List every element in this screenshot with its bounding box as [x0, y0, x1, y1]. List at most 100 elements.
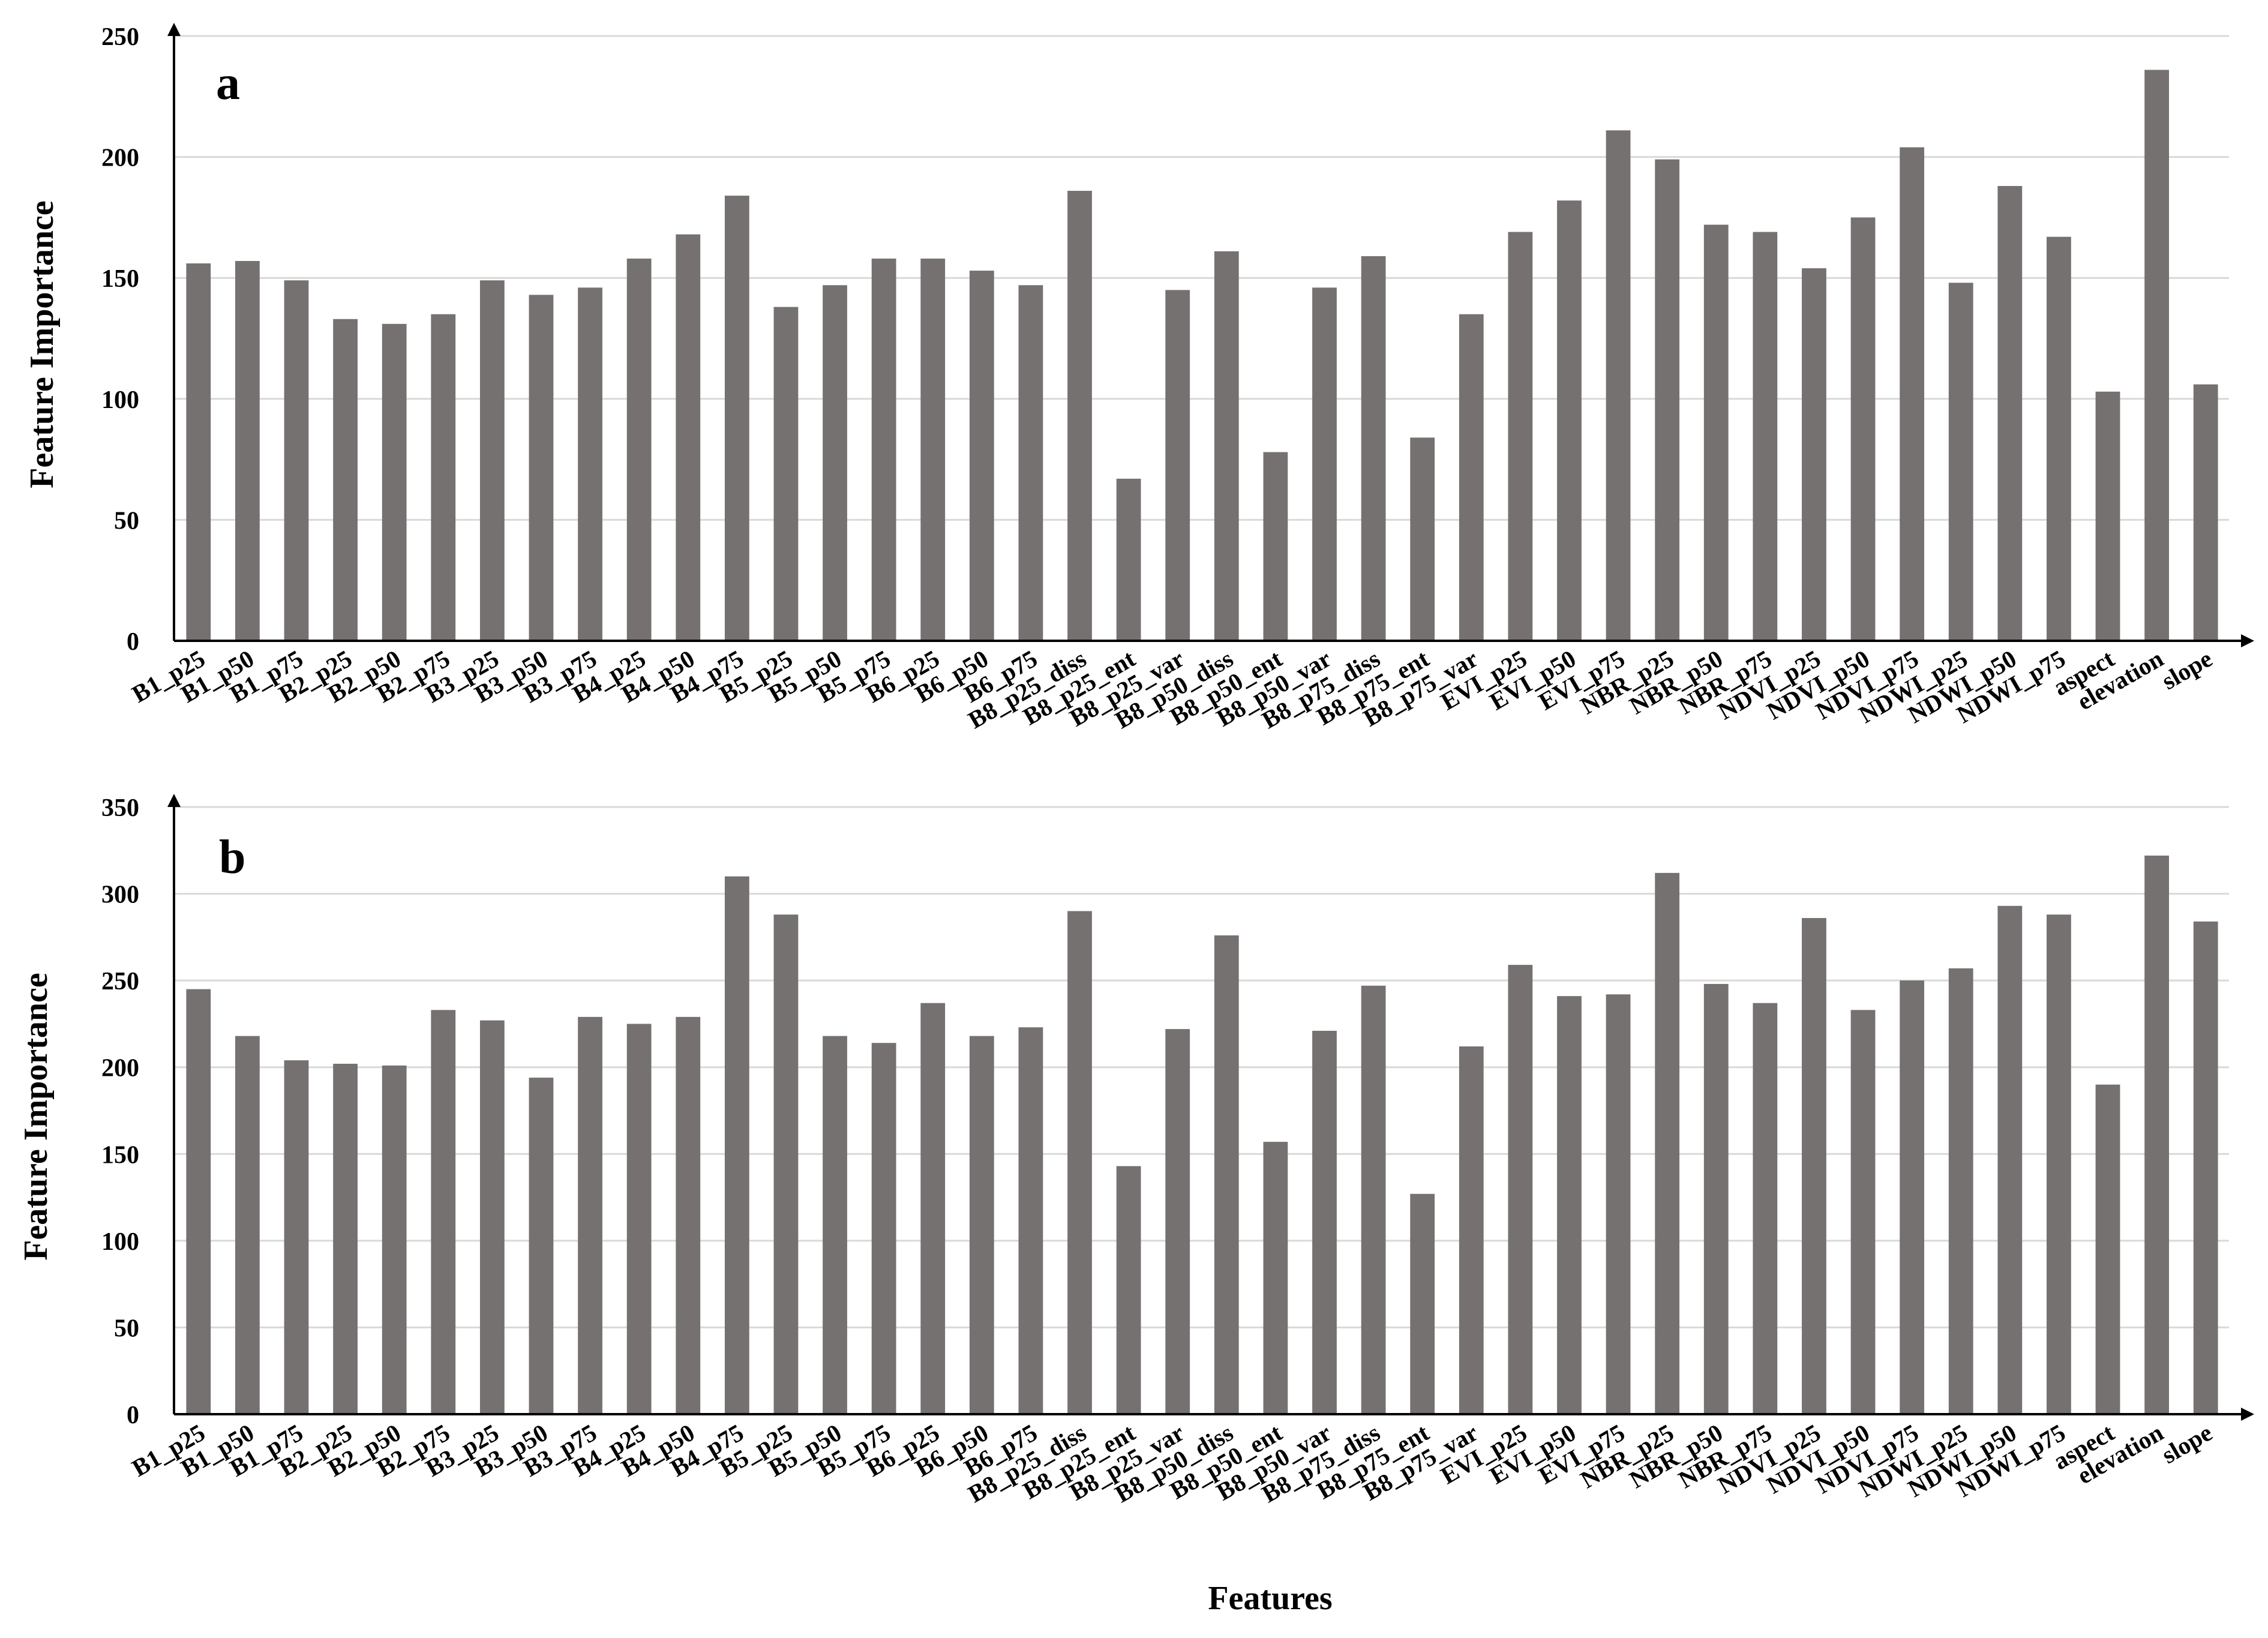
- bar-b6-p25: [920, 258, 946, 641]
- bar-b4-p50: [676, 1016, 701, 1414]
- bar-b8-p25-ent: [1116, 478, 1141, 641]
- bar-evi-p25: [1508, 965, 1533, 1414]
- panel-label: a: [216, 57, 240, 110]
- bar-b5-p50: [823, 1036, 847, 1414]
- y-tick-label-50: 50: [114, 1315, 139, 1342]
- bar-b8-p75-var: [1459, 1046, 1484, 1414]
- bar-nbr-p25: [1655, 872, 1680, 1414]
- y-tick-label-350: 350: [101, 794, 139, 822]
- bar-evi-p50: [1557, 200, 1582, 641]
- bar-b3-p25: [479, 1020, 505, 1414]
- bar-ndwi-p50: [1997, 905, 2023, 1414]
- bar-b6-p75: [1018, 285, 1043, 641]
- bar-b3-p25: [479, 280, 505, 641]
- bar-b4-p75: [724, 876, 749, 1414]
- bar-nbr-p50: [1703, 224, 1729, 641]
- bar-evi-p75: [1606, 130, 1631, 641]
- x-axis-arrow: [2241, 634, 2254, 647]
- bar-b3-p50: [529, 1078, 554, 1414]
- bar-nbr-p25: [1655, 159, 1680, 641]
- bar-aspect: [2095, 1084, 2120, 1414]
- bar-b2-p25: [333, 319, 358, 641]
- y-axis-title: Feature Importance: [23, 200, 61, 488]
- y-tick-label-0: 0: [127, 628, 139, 656]
- bar-nbr-p50: [1703, 983, 1729, 1414]
- bar-b6-p25: [920, 1003, 946, 1414]
- bar-b6-p50: [969, 271, 994, 641]
- bar-b1-p50: [235, 260, 260, 641]
- bar-b8-p50-var: [1312, 1030, 1337, 1414]
- bar-evi-p25: [1508, 232, 1533, 641]
- bar-ndvi-p25: [1802, 918, 1826, 1414]
- bar-b5-p75: [871, 1043, 896, 1414]
- bar-aspect: [2095, 391, 2120, 641]
- y-axis-title: Feature Importance: [17, 973, 55, 1261]
- bar-b4-p75: [724, 196, 749, 641]
- bar-b2-p75: [431, 314, 456, 641]
- y-tick-label-0: 0: [127, 1402, 139, 1429]
- bar-ndwi-p25: [1948, 283, 1973, 641]
- panel-a: 050100150200250B1_p25B1_p50B1_p75B2_p25B…: [23, 23, 2254, 734]
- bar-b8-p50-var: [1312, 287, 1337, 641]
- x-tick-label-slope: slope: [2157, 644, 2217, 695]
- bar-b4-p25: [626, 1024, 652, 1414]
- bar-slope: [2193, 384, 2218, 641]
- x-tick-label-slope: slope: [2157, 1418, 2217, 1469]
- bar-elevation: [2144, 70, 2170, 641]
- y-tick-label-50: 50: [114, 507, 139, 535]
- bar-ndwi-p50: [1997, 185, 2023, 641]
- bar-b8-p25-diss: [1067, 191, 1092, 641]
- bar-b1-p25: [186, 989, 211, 1414]
- y-axis-arrow: [167, 23, 181, 36]
- y-tick-label-250: 250: [101, 968, 139, 995]
- bar-ndwi-p75: [2047, 914, 2071, 1414]
- bar-b8-p75-var: [1459, 314, 1484, 641]
- bar-b3-p75: [578, 287, 602, 641]
- bar-b1-p75: [284, 280, 309, 641]
- bar-ndvi-p50: [1850, 217, 1876, 641]
- bar-b8-p75-diss: [1361, 256, 1386, 641]
- bar-b8-p25-var: [1165, 290, 1190, 641]
- panel-label: b: [219, 831, 246, 884]
- bar-b3-p50: [529, 295, 554, 641]
- bar-ndwi-p75: [2047, 236, 2071, 641]
- panel-b: 050100150200250300350B1_p25B1_p50B1_p75B…: [17, 794, 2254, 1508]
- y-tick-label-200: 200: [101, 1055, 139, 1082]
- bar-nbr-p75: [1753, 1003, 1778, 1414]
- y-tick-label-150: 150: [101, 1141, 139, 1169]
- bar-ndvi-p25: [1802, 268, 1826, 641]
- y-tick-label-100: 100: [101, 1228, 139, 1256]
- bar-slope: [2193, 921, 2218, 1414]
- y-tick-label-100: 100: [101, 386, 139, 414]
- bar-b8-p75-diss: [1361, 985, 1386, 1414]
- bar-b8-p50-ent: [1263, 452, 1288, 641]
- bar-b2-p50: [382, 323, 407, 641]
- y-tick-label-250: 250: [101, 23, 139, 51]
- bar-b8-p75-ent: [1410, 1193, 1435, 1414]
- bar-b8-p25-ent: [1116, 1166, 1141, 1414]
- bar-b5-p75: [871, 258, 896, 641]
- bar-nbr-p75: [1753, 232, 1778, 641]
- bar-b4-p50: [676, 234, 701, 641]
- bar-b5-p25: [773, 914, 799, 1414]
- bar-b2-p25: [333, 1063, 358, 1414]
- bar-b8-p50-ent: [1263, 1142, 1288, 1414]
- y-tick-label-200: 200: [101, 145, 139, 172]
- bar-ndvi-p50: [1850, 1010, 1876, 1414]
- bar-b5-p50: [823, 285, 847, 641]
- bar-ndvi-p75: [1900, 147, 1925, 641]
- bar-b8-p25-diss: [1067, 911, 1092, 1414]
- bar-b8-p50-diss: [1214, 935, 1239, 1414]
- bar-b5-p25: [773, 307, 799, 641]
- bar-b6-p50: [969, 1036, 994, 1414]
- bar-b4-p25: [626, 258, 652, 641]
- y-tick-label-150: 150: [101, 265, 139, 293]
- bar-b8-p75-ent: [1410, 437, 1435, 641]
- bar-b1-p25: [186, 263, 211, 641]
- bar-b3-p75: [578, 1016, 602, 1414]
- x-axis-arrow: [2241, 1408, 2254, 1421]
- y-tick-label-300: 300: [101, 881, 139, 909]
- bar-evi-p50: [1557, 996, 1582, 1414]
- bar-ndwi-p25: [1948, 968, 1973, 1414]
